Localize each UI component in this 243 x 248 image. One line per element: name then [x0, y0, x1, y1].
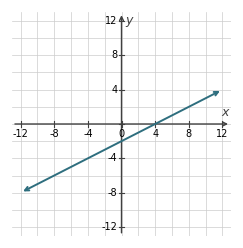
Text: -4: -4: [108, 153, 117, 163]
Text: 12: 12: [216, 129, 229, 139]
Text: 4: 4: [111, 85, 117, 95]
Text: -4: -4: [83, 129, 93, 139]
Text: 8: 8: [111, 50, 117, 60]
Text: -12: -12: [101, 222, 117, 232]
Text: x: x: [222, 106, 229, 119]
Text: 12: 12: [105, 16, 117, 26]
Text: -8: -8: [49, 129, 59, 139]
Text: -12: -12: [13, 129, 28, 139]
Text: y: y: [126, 14, 133, 27]
Text: 8: 8: [186, 129, 192, 139]
Text: 0: 0: [118, 129, 125, 139]
Text: -8: -8: [108, 188, 117, 198]
Text: 4: 4: [152, 129, 158, 139]
